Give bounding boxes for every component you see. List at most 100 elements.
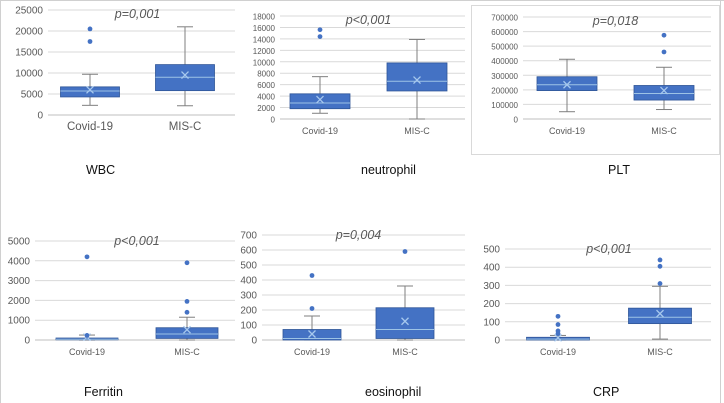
y-tick-label: 500000	[491, 43, 518, 52]
iqr-box	[386, 62, 448, 92]
outlier-point	[84, 254, 90, 260]
y-tick-label: 2000	[257, 104, 275, 113]
y-tick-label: 300000	[491, 72, 518, 81]
y-tick-label: 700	[240, 231, 257, 242]
outlier-point	[661, 32, 667, 38]
category-label: MIS-C	[174, 347, 200, 357]
y-tick-label: 18000	[253, 13, 276, 22]
y-tick-label: 10000	[15, 69, 43, 80]
iqr-box	[375, 307, 435, 339]
iqr-box	[155, 327, 219, 339]
eosinophil-boxplot: 0 100 200 300 400 500 600 700 Covid-19 MIS-C p=0,0…	[240, 228, 465, 357]
y-tick-label: 6000	[257, 81, 275, 90]
y-tick-label: 700000	[491, 14, 518, 23]
p-value-label: p=0,018	[592, 14, 639, 28]
plt-chart-frame	[471, 5, 720, 155]
eosinophil-chart: 0 100 200 300 400 500 600 700 Covid-19 MIS-C p=0,0…	[240, 225, 471, 403]
category-label: Covid-19	[302, 126, 338, 136]
plt-caption: PLT	[608, 163, 630, 177]
crp-chart: 0 100 200 300 400 500 Covid-19 MIS-C p<0,001 CRP	[471, 225, 724, 403]
y-tick-label: 100	[240, 321, 257, 332]
outlier-point	[317, 27, 323, 33]
neutrophil-boxplot: 0 2000 4000 6000 8000 10000 12000 14000 16000 180…	[253, 13, 465, 136]
y-tick-label: 300	[483, 281, 500, 292]
eosinophil-caption: eosinophil	[365, 385, 422, 399]
outlier-point	[309, 306, 315, 311]
plt-boxplot: 0 100000 200000 300000 400000 500000 600000 700…	[491, 14, 711, 136]
y-tick-label: 15000	[15, 48, 43, 59]
category-label: Covid-19	[67, 121, 113, 133]
mean-marker	[86, 85, 94, 94]
mean-marker	[660, 86, 668, 95]
outlier-point	[555, 322, 561, 327]
p-value-label: p=0,004	[335, 228, 382, 242]
ferritin-boxplot: 0 1000 2000 3000 4000 5000 Covid-19 MIS-C p<0,00…	[8, 234, 235, 357]
y-tick-label: 10000	[253, 58, 276, 67]
outlier-point	[309, 273, 315, 278]
y-tick-label: 5000	[8, 237, 31, 248]
wbc-boxplot: 0 5000 10000 15000 20000 25000 Covid-19 MIS-C p=…	[15, 6, 235, 133]
y-tick-label: 14000	[253, 35, 276, 44]
outlier-point	[555, 328, 561, 334]
category-label: MIS-C	[651, 126, 677, 136]
y-tick-label: 0	[271, 116, 276, 125]
neutrophil-caption: neutrophil	[361, 163, 416, 177]
outlier-point	[317, 34, 323, 39]
outlier-point	[184, 309, 190, 315]
y-tick-label: 0	[494, 336, 500, 347]
y-tick-label: 0	[37, 111, 43, 122]
category-label: Covid-19	[294, 347, 330, 357]
category-label: Covid-19	[69, 347, 105, 357]
y-tick-label: 0	[24, 336, 30, 347]
p-value-label: p<0,001	[345, 13, 392, 27]
y-tick-label: 200	[240, 306, 257, 317]
iqr-box	[60, 86, 120, 98]
y-tick-label: 0	[514, 116, 519, 125]
y-tick-label: 3000	[8, 276, 31, 287]
right-border-line	[720, 0, 721, 403]
iqr-box	[633, 85, 695, 101]
crp-caption: CRP	[593, 385, 620, 399]
left-border-line	[0, 0, 1, 403]
y-tick-label: 16000	[253, 24, 276, 33]
y-tick-label: 400	[483, 263, 500, 274]
iqr-box	[289, 93, 351, 110]
outlier-point	[657, 281, 663, 286]
y-tick-label: 600	[240, 246, 257, 257]
iqr-box	[628, 307, 692, 325]
y-tick-label: 200	[483, 299, 500, 310]
y-tick-label: 400000	[491, 57, 518, 66]
y-tick-label: 100000	[491, 101, 518, 110]
y-tick-label: 200000	[491, 86, 518, 95]
wbc-chart: 0 5000 10000 15000 20000 25000 Covid-19 MIS-C p=…	[0, 0, 240, 200]
mean-marker	[401, 317, 409, 326]
p-value-label: p=0,001	[114, 7, 161, 21]
plt-chart: 0 100000 200000 300000 400000 500000 600000 700…	[471, 0, 724, 200]
mean-marker	[563, 80, 571, 89]
mean-marker	[181, 71, 189, 80]
y-tick-label: 12000	[253, 47, 276, 56]
mean-marker	[183, 325, 191, 334]
category-label: MIS-C	[392, 347, 418, 357]
outlier-point	[661, 49, 667, 55]
iqr-box	[536, 76, 598, 91]
mean-marker	[413, 76, 421, 85]
y-tick-label: 1000	[8, 316, 31, 327]
top-border-line	[0, 0, 724, 1]
mean-marker	[656, 309, 664, 318]
outlier-point	[87, 39, 93, 44]
ferritin-chart: 0 1000 2000 3000 4000 5000 Covid-19 MIS-C p<0,00…	[0, 225, 240, 403]
y-tick-label: 4000	[8, 256, 31, 267]
mean-marker	[308, 330, 316, 338]
y-tick-label: 25000	[15, 6, 43, 17]
y-tick-label: 8000	[257, 70, 275, 79]
y-tick-label: 2000	[8, 296, 31, 307]
p-value-label: p<0,001	[113, 234, 160, 248]
outlier-point	[87, 26, 93, 32]
ferritin-caption: Ferritin	[84, 385, 123, 399]
wbc-caption: WBC	[86, 163, 116, 177]
y-tick-label: 400	[240, 276, 257, 287]
y-tick-label: 100	[483, 317, 500, 328]
outlier-point	[657, 263, 663, 269]
p-value-label: p<0,001	[585, 242, 632, 256]
